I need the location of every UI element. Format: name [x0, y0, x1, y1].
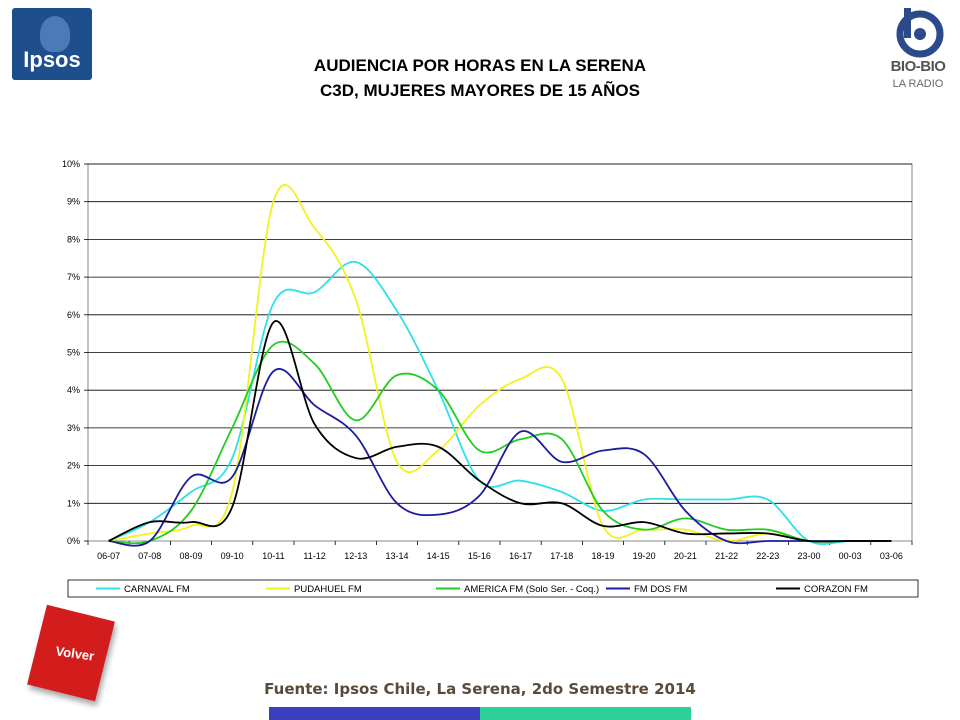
x-tick-label: 08-09 [179, 551, 202, 561]
x-tick-label: 14-15 [427, 551, 450, 561]
y-tick-label: 0% [67, 536, 80, 546]
chart-title-line1: AUDIENCIA POR HORAS EN LA SERENA [313, 56, 647, 75]
x-tick-label: 19-20 [633, 551, 656, 561]
biobio-mark-icon [896, 8, 944, 58]
legend-label: PUDAHUEL FM [294, 584, 362, 595]
y-tick-label: 9% [67, 197, 80, 207]
x-tick-label: 03-06 [880, 551, 903, 561]
y-tick-label: 7% [67, 272, 80, 282]
series-line-0 [108, 261, 892, 545]
x-tick-label: 17-18 [550, 551, 573, 561]
legend-label: AMERICA FM (Solo Ser. - Coq.) [464, 584, 599, 595]
y-tick-label: 8% [67, 234, 80, 244]
series-line-1 [108, 184, 892, 543]
legend-label: CARNAVAL FM [124, 584, 190, 595]
source-note: Fuente: Ipsos Chile, La Serena, 2do Seme… [264, 680, 696, 698]
ipsos-logo: Ipsos [12, 8, 92, 80]
x-tick-label: 21-22 [715, 551, 738, 561]
x-tick-label: 15-16 [468, 551, 491, 561]
x-tick-label: 11-12 [303, 551, 325, 561]
x-tick-label: 23-00 [797, 551, 820, 561]
legend-label: FM DOS FM [634, 584, 687, 595]
biobio-logo-subtext: LA RADIO [892, 78, 944, 90]
y-tick-label: 10% [62, 159, 80, 169]
footer-bar-blue [269, 707, 480, 720]
y-tick-label: 2% [67, 461, 80, 471]
ipsos-face-icon [40, 16, 70, 52]
series-line-2 [108, 340, 892, 545]
x-tick-label: 10-11 [262, 551, 284, 561]
chart-title-line2: C3D, MUJERES MAYORES DE 15 AÑOS [320, 81, 640, 100]
series-line-3 [108, 368, 892, 547]
y-tick-label: 5% [67, 348, 80, 358]
y-tick-label: 4% [67, 385, 80, 395]
x-tick-label: 00-03 [839, 551, 862, 561]
biobio-logo: BIO-BIO LA RADIO [882, 6, 954, 98]
x-tick-label: 13-14 [385, 551, 408, 561]
plot-area: 0% 1% 2% 3% 4% 5% 6% 7% 8% 9% 10% 06-07 07-08 08-09 09… [62, 159, 913, 561]
x-tick-label: 12-13 [344, 551, 367, 561]
x-tick-label: 18-19 [591, 551, 614, 561]
y-tick-label: 6% [67, 310, 80, 320]
x-tick-label: 09-10 [221, 551, 244, 561]
x-tick-label: 16-17 [509, 551, 532, 561]
x-tick-label: 07-08 [138, 551, 161, 561]
y-tick-label: 3% [67, 423, 80, 433]
y-tick-label: 1% [67, 498, 80, 508]
x-tick-label: 06-07 [97, 551, 120, 561]
ipsos-logo-text: Ipsos [23, 47, 81, 72]
chart-legend: CARNAVAL FM PUDAHUEL FM AMERICA FM (Solo S… [67, 579, 919, 598]
biobio-logo-text: BIO-BIO [890, 58, 946, 75]
series-line-4 [108, 320, 892, 543]
legend-frame [67, 579, 919, 598]
volver-button[interactable]: Volver [18, 598, 128, 708]
x-tick-label: 22-23 [756, 551, 779, 561]
legend-label: CORAZON FM [804, 584, 868, 595]
footer-bar-teal [480, 707, 691, 720]
x-tick-label: 20-21 [674, 551, 697, 561]
